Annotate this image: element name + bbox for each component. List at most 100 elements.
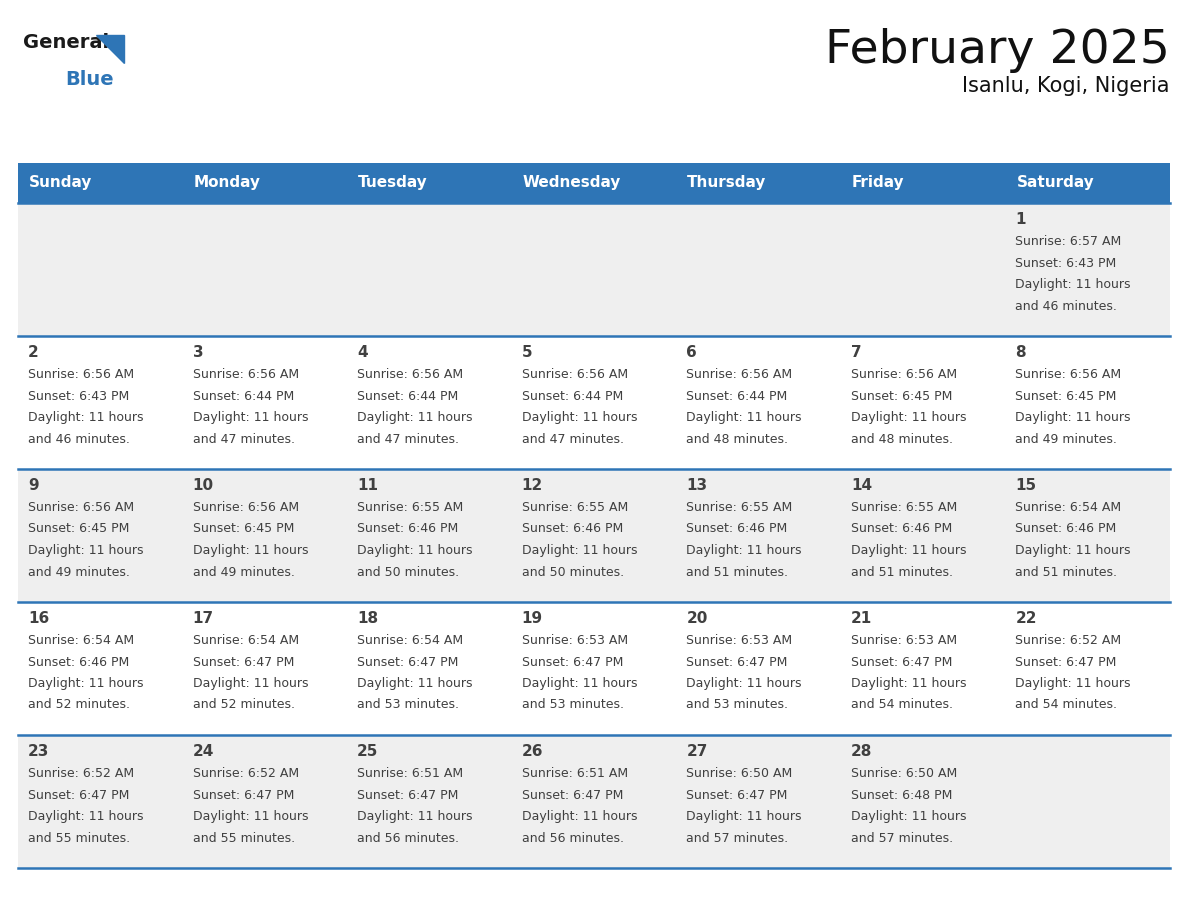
Text: 8: 8: [1016, 345, 1026, 360]
Bar: [18, 469, 183, 602]
Text: Sunrise: 6:54 AM: Sunrise: 6:54 AM: [1016, 501, 1121, 514]
Text: Sunset: 6:45 PM: Sunset: 6:45 PM: [1016, 389, 1117, 402]
Bar: [347, 469, 512, 602]
Text: Daylight: 11 hours: Daylight: 11 hours: [687, 411, 802, 424]
Text: Daylight: 11 hours: Daylight: 11 hours: [1016, 544, 1131, 557]
Text: Sunrise: 6:55 AM: Sunrise: 6:55 AM: [851, 501, 958, 514]
Bar: [183, 203, 347, 336]
Text: Daylight: 11 hours: Daylight: 11 hours: [29, 544, 144, 557]
Text: Daylight: 11 hours: Daylight: 11 hours: [358, 544, 473, 557]
Text: Friday: Friday: [852, 175, 904, 191]
Bar: [347, 735, 512, 868]
Text: Daylight: 11 hours: Daylight: 11 hours: [687, 677, 802, 690]
Bar: [841, 203, 1005, 336]
Bar: [841, 469, 1005, 602]
Bar: [1005, 735, 1170, 868]
Text: Sunrise: 6:56 AM: Sunrise: 6:56 AM: [687, 368, 792, 381]
Text: Sunrise: 6:57 AM: Sunrise: 6:57 AM: [1016, 235, 1121, 248]
Bar: [347, 203, 512, 336]
Text: 19: 19: [522, 611, 543, 626]
Bar: [676, 602, 841, 735]
Text: Sunrise: 6:56 AM: Sunrise: 6:56 AM: [1016, 368, 1121, 381]
Text: Sunrise: 6:56 AM: Sunrise: 6:56 AM: [851, 368, 958, 381]
Polygon shape: [96, 35, 124, 63]
Text: Sunset: 6:47 PM: Sunset: 6:47 PM: [192, 789, 293, 801]
Text: Sunday: Sunday: [29, 175, 93, 191]
Bar: [841, 735, 1005, 868]
Text: and 47 minutes.: and 47 minutes.: [522, 432, 624, 445]
Text: and 53 minutes.: and 53 minutes.: [522, 699, 624, 711]
Text: Sunset: 6:46 PM: Sunset: 6:46 PM: [358, 522, 459, 535]
Text: Sunrise: 6:53 AM: Sunrise: 6:53 AM: [522, 634, 627, 647]
Text: 6: 6: [687, 345, 697, 360]
Text: Daylight: 11 hours: Daylight: 11 hours: [1016, 677, 1131, 690]
Text: Daylight: 11 hours: Daylight: 11 hours: [358, 411, 473, 424]
Text: Sunrise: 6:50 AM: Sunrise: 6:50 AM: [687, 767, 792, 780]
Text: and 54 minutes.: and 54 minutes.: [851, 699, 953, 711]
Text: Sunset: 6:46 PM: Sunset: 6:46 PM: [522, 522, 623, 535]
Bar: [347, 602, 512, 735]
Text: 17: 17: [192, 611, 214, 626]
Text: Sunrise: 6:55 AM: Sunrise: 6:55 AM: [687, 501, 792, 514]
Text: and 49 minutes.: and 49 minutes.: [29, 565, 129, 578]
Text: and 52 minutes.: and 52 minutes.: [192, 699, 295, 711]
Bar: [676, 469, 841, 602]
Bar: [183, 602, 347, 735]
Text: Sunrise: 6:54 AM: Sunrise: 6:54 AM: [192, 634, 298, 647]
Text: Wednesday: Wednesday: [523, 175, 621, 191]
Bar: [1005, 203, 1170, 336]
Text: 12: 12: [522, 478, 543, 493]
Text: and 54 minutes.: and 54 minutes.: [1016, 699, 1118, 711]
Bar: [183, 469, 347, 602]
Text: Sunrise: 6:51 AM: Sunrise: 6:51 AM: [358, 767, 463, 780]
Bar: [183, 735, 347, 868]
Text: Sunset: 6:47 PM: Sunset: 6:47 PM: [522, 655, 623, 668]
Text: Sunset: 6:44 PM: Sunset: 6:44 PM: [687, 389, 788, 402]
Bar: [18, 602, 183, 735]
Bar: [18, 336, 183, 469]
Text: Sunrise: 6:54 AM: Sunrise: 6:54 AM: [29, 634, 134, 647]
Bar: [512, 163, 676, 203]
Text: Sunset: 6:47 PM: Sunset: 6:47 PM: [1016, 655, 1117, 668]
Text: and 46 minutes.: and 46 minutes.: [1016, 299, 1117, 312]
Text: 11: 11: [358, 478, 378, 493]
Text: and 53 minutes.: and 53 minutes.: [687, 699, 789, 711]
Text: Tuesday: Tuesday: [358, 175, 428, 191]
Text: and 56 minutes.: and 56 minutes.: [358, 832, 459, 845]
Text: Daylight: 11 hours: Daylight: 11 hours: [522, 544, 637, 557]
Text: 10: 10: [192, 478, 214, 493]
Text: General: General: [23, 33, 109, 52]
Text: 15: 15: [1016, 478, 1037, 493]
Text: and 49 minutes.: and 49 minutes.: [192, 565, 295, 578]
Bar: [676, 163, 841, 203]
Text: 9: 9: [29, 478, 39, 493]
Text: Sunset: 6:46 PM: Sunset: 6:46 PM: [1016, 522, 1117, 535]
Text: 18: 18: [358, 611, 378, 626]
Text: and 47 minutes.: and 47 minutes.: [192, 432, 295, 445]
Text: 27: 27: [687, 744, 708, 759]
Text: 20: 20: [687, 611, 708, 626]
Text: Sunset: 6:44 PM: Sunset: 6:44 PM: [358, 389, 459, 402]
Text: Sunrise: 6:56 AM: Sunrise: 6:56 AM: [522, 368, 627, 381]
Text: Blue: Blue: [65, 70, 114, 89]
Text: Sunset: 6:47 PM: Sunset: 6:47 PM: [687, 789, 788, 801]
Text: Daylight: 11 hours: Daylight: 11 hours: [358, 810, 473, 823]
Text: Daylight: 11 hours: Daylight: 11 hours: [1016, 411, 1131, 424]
Text: Sunrise: 6:53 AM: Sunrise: 6:53 AM: [851, 634, 958, 647]
Bar: [512, 735, 676, 868]
Bar: [1005, 469, 1170, 602]
Bar: [841, 336, 1005, 469]
Text: Sunset: 6:48 PM: Sunset: 6:48 PM: [851, 789, 953, 801]
Text: and 46 minutes.: and 46 minutes.: [29, 432, 129, 445]
Text: Sunset: 6:45 PM: Sunset: 6:45 PM: [29, 522, 129, 535]
Text: Sunrise: 6:52 AM: Sunrise: 6:52 AM: [1016, 634, 1121, 647]
Text: and 48 minutes.: and 48 minutes.: [687, 432, 789, 445]
Text: Sunrise: 6:56 AM: Sunrise: 6:56 AM: [358, 368, 463, 381]
Text: 2: 2: [29, 345, 39, 360]
Text: Sunrise: 6:54 AM: Sunrise: 6:54 AM: [358, 634, 463, 647]
Text: and 51 minutes.: and 51 minutes.: [1016, 565, 1118, 578]
Text: 28: 28: [851, 744, 872, 759]
Text: and 55 minutes.: and 55 minutes.: [29, 832, 131, 845]
Text: Sunrise: 6:56 AM: Sunrise: 6:56 AM: [29, 501, 134, 514]
Text: Daylight: 11 hours: Daylight: 11 hours: [851, 677, 966, 690]
